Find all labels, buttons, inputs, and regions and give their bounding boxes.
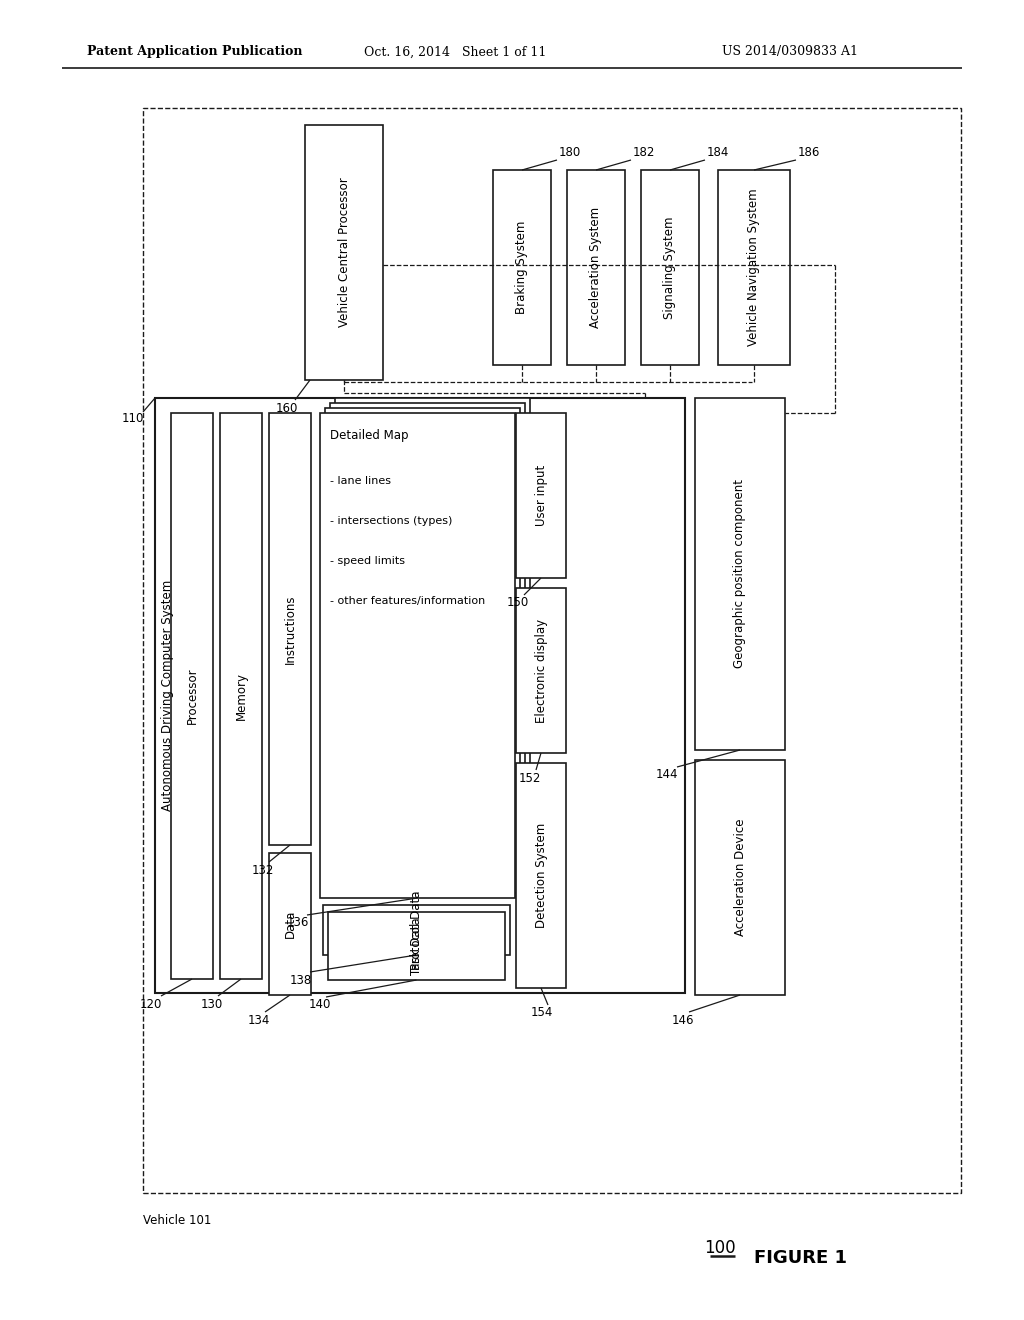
Text: Acceleration Device: Acceleration Device [733, 818, 746, 936]
Text: - lane lines: - lane lines [330, 477, 391, 486]
Text: FIGURE 1: FIGURE 1 [754, 1249, 847, 1267]
Text: 144: 144 [655, 768, 678, 781]
Text: 132: 132 [252, 863, 274, 876]
Bar [330, 403, 525, 888]
Text: Electronic display: Electronic display [535, 619, 548, 722]
Bar [516, 413, 566, 578]
Text: User input: User input [535, 465, 548, 527]
Text: 150: 150 [507, 597, 529, 610]
Text: Vehicle Navigation System: Vehicle Navigation System [748, 189, 761, 346]
Text: Patent Application Publication: Patent Application Publication [87, 45, 303, 58]
Text: 154: 154 [530, 1006, 553, 1019]
Text: - intersections (types): - intersections (types) [330, 516, 453, 525]
Text: 140: 140 [309, 998, 331, 1011]
Bar [567, 170, 625, 366]
Text: - speed limits: - speed limits [330, 556, 406, 566]
Text: 182: 182 [633, 145, 655, 158]
Bar [641, 170, 699, 366]
Text: 110: 110 [122, 412, 144, 425]
Bar [305, 125, 383, 380]
Bar [269, 413, 311, 845]
Text: Geographic position component: Geographic position component [733, 479, 746, 668]
Text: Acceleration System: Acceleration System [590, 207, 602, 329]
Bar [516, 763, 566, 987]
Text: 160: 160 [275, 401, 298, 414]
Bar [220, 413, 262, 979]
Text: Processor: Processor [185, 668, 199, 725]
Bar [155, 399, 685, 993]
Bar [335, 399, 530, 883]
Bar [269, 853, 311, 995]
Bar [325, 408, 520, 894]
Bar [718, 170, 790, 366]
Bar [516, 587, 566, 752]
Text: - other features/information: - other features/information [330, 597, 485, 606]
Text: US 2014/0309833 A1: US 2014/0309833 A1 [722, 45, 858, 58]
Text: 136: 136 [287, 916, 309, 929]
Bar [695, 399, 785, 750]
Text: 130: 130 [201, 998, 223, 1011]
Text: Detailed Map: Detailed Map [330, 429, 409, 441]
Text: Detection System: Detection System [535, 822, 548, 928]
Text: Protocol Data: Protocol Data [410, 890, 423, 970]
Bar [143, 108, 961, 1193]
Bar [171, 413, 213, 979]
Bar [328, 912, 505, 979]
Text: 120: 120 [140, 998, 162, 1011]
Text: Braking System: Braking System [515, 220, 528, 314]
Text: 186: 186 [798, 145, 820, 158]
Text: Oct. 16, 2014   Sheet 1 of 11: Oct. 16, 2014 Sheet 1 of 11 [364, 45, 546, 58]
Text: Vehicle 101: Vehicle 101 [143, 1214, 211, 1228]
Text: Instructions: Instructions [284, 594, 297, 664]
Text: 100: 100 [705, 1239, 736, 1257]
Text: Task Data: Task Data [410, 917, 423, 974]
Text: 180: 180 [559, 145, 582, 158]
Text: 134: 134 [248, 1014, 270, 1027]
Text: 138: 138 [290, 974, 312, 986]
Text: 184: 184 [707, 145, 729, 158]
Bar [695, 760, 785, 995]
Bar [319, 413, 515, 898]
Bar [323, 906, 510, 954]
Text: 146: 146 [672, 1014, 694, 1027]
Text: Vehicle Central Processor: Vehicle Central Processor [338, 178, 350, 327]
Text: Autonomous Driving Computer System: Autonomous Driving Computer System [161, 579, 173, 810]
Text: Data: Data [284, 909, 297, 939]
Text: 152: 152 [519, 771, 542, 784]
Text: Memory: Memory [234, 672, 248, 719]
Bar [493, 170, 551, 366]
Text: Signaling System: Signaling System [664, 216, 677, 318]
